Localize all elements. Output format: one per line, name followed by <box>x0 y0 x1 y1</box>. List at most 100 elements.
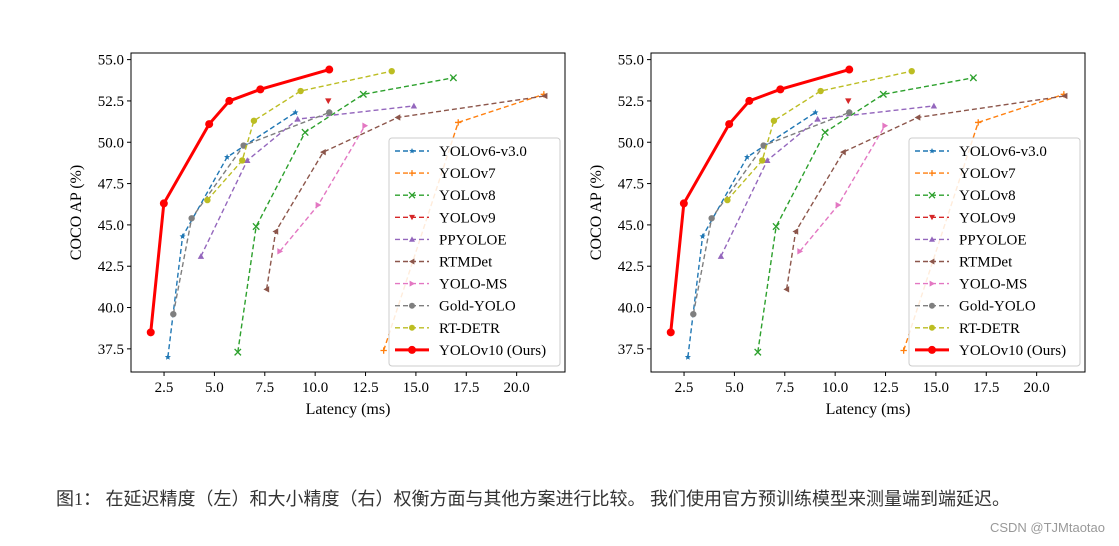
data-point <box>969 74 978 82</box>
x-tick-label: 5.0 <box>725 380 744 396</box>
data-point <box>744 153 751 160</box>
data-point <box>845 98 852 105</box>
data-point <box>797 248 804 255</box>
legend-box <box>908 137 1081 367</box>
data-point <box>770 117 778 124</box>
watermark: CSDN @TJMtaotao <box>989 520 1105 535</box>
y-tick-label: 37.5 <box>98 342 124 358</box>
data-point <box>717 253 725 259</box>
figure: 2.5 5.0 7.5 10.0 12.5 15.0 17.5 20.0 37.5 40.0 42.… <box>68 52 1086 418</box>
series-line <box>265 95 545 290</box>
legend-marker <box>409 170 415 177</box>
data-point <box>159 199 168 208</box>
data-point <box>380 347 387 354</box>
data-point <box>1061 92 1068 100</box>
series-line <box>382 93 545 351</box>
y-tick-label: 50.0 <box>618 135 644 151</box>
series-yolov8 <box>234 74 458 356</box>
legend-label: Gold-YOLO <box>959 299 1036 315</box>
legend-marker <box>929 280 935 287</box>
series-line <box>669 68 850 333</box>
data-point <box>764 157 771 163</box>
plot-frame <box>650 52 1086 373</box>
legend-marker <box>929 258 935 265</box>
legend-label: YOLOv9 <box>439 210 496 226</box>
data-point <box>239 157 246 164</box>
data-point <box>760 142 767 149</box>
legend-label: PPYOLOE <box>959 232 1027 248</box>
data-point <box>541 92 548 100</box>
y-tick-label: 50.0 <box>98 135 124 151</box>
plot-frame <box>130 52 566 373</box>
data-point <box>320 148 326 156</box>
data-point <box>840 148 846 156</box>
chart-left: 2.5 5.0 7.5 10.0 12.5 15.0 17.5 20.0 37.5 40.0 42.… <box>68 52 566 418</box>
x-axis-label: Latency (ms) <box>306 401 391 418</box>
chart-right: 2.5 5.0 7.5 10.0 12.5 15.0 17.5 20.0 37.5 40.0 42.… <box>588 52 1086 418</box>
y-tick-label: 55.0 <box>618 53 644 69</box>
y-tick-label: 47.5 <box>618 177 644 193</box>
series-rt-detr <box>724 67 915 204</box>
y-tick-label: 40.0 <box>98 301 124 317</box>
data-point <box>240 142 247 149</box>
data-point <box>914 114 921 121</box>
x-tick-label: 2.5 <box>155 380 174 396</box>
legend-label: YOLOv10 (Ours) <box>439 343 546 359</box>
data-point <box>759 157 766 164</box>
data-point <box>164 353 171 360</box>
x-tick-label: 17.5 <box>973 380 999 396</box>
y-tick-label: 47.5 <box>98 177 124 193</box>
series-gold-yolo <box>170 109 333 318</box>
data-point <box>225 96 234 105</box>
y-tick-label: 52.5 <box>98 94 124 110</box>
data-point <box>188 215 195 222</box>
series-line <box>799 125 886 252</box>
data-point <box>234 348 242 356</box>
data-point <box>250 117 258 124</box>
x-tick-label: 20.0 <box>504 380 530 396</box>
series-yolo-ms <box>797 122 889 255</box>
x-tick-label: 7.5 <box>255 380 274 396</box>
legend-marker <box>929 302 935 309</box>
series-line <box>687 111 816 358</box>
legend-marker <box>929 324 935 331</box>
legend-marker <box>409 324 415 331</box>
data-point <box>315 201 322 209</box>
data-point <box>256 85 265 94</box>
data-point <box>684 353 691 360</box>
series-rtmdet <box>783 92 1068 293</box>
series-line <box>206 70 392 201</box>
legend-marker <box>409 236 415 242</box>
data-point <box>690 310 697 318</box>
legend-label: YOLOv7 <box>959 166 1016 182</box>
data-point <box>812 109 819 116</box>
legend-label: Gold-YOLO <box>439 299 516 315</box>
y-tick-label: 55.0 <box>98 53 124 69</box>
legend-marker <box>409 280 415 287</box>
data-point <box>362 122 369 129</box>
data-point <box>244 157 251 163</box>
x-tick-label: 15.0 <box>923 380 949 396</box>
y-tick-label: 42.5 <box>618 259 644 275</box>
data-point <box>772 222 780 231</box>
data-point <box>699 233 706 240</box>
legend-label: YOLOv8 <box>439 188 496 204</box>
data-point <box>725 120 734 129</box>
data-point <box>879 90 887 98</box>
series-line <box>726 70 912 201</box>
series-line <box>785 95 1065 290</box>
data-point <box>666 328 675 337</box>
legend-label: YOLOv10 (Ours) <box>959 343 1066 359</box>
x-tick-label: 10.0 <box>822 380 848 396</box>
x-tick-label: 12.5 <box>872 380 898 396</box>
data-point <box>326 109 333 116</box>
series-yolov6-v3-0 <box>164 109 299 360</box>
data-point <box>724 196 731 204</box>
data-point <box>783 286 790 293</box>
data-point <box>846 109 853 116</box>
legend-marker <box>409 302 415 309</box>
data-point <box>817 87 824 95</box>
data-point <box>272 228 279 235</box>
data-point <box>263 286 270 293</box>
y-tick-label: 45.0 <box>618 218 644 234</box>
